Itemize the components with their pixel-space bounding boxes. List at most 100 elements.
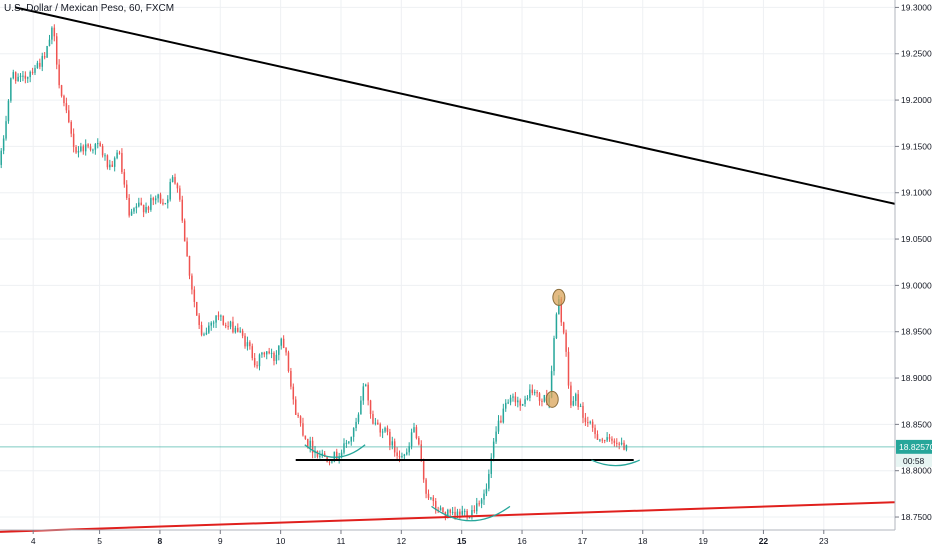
- candle-body: [253, 358, 256, 366]
- price-tick-label: 18.90000: [901, 373, 932, 383]
- candle-body: [377, 422, 379, 425]
- candle-body: [31, 71, 34, 73]
- candle-body: [89, 146, 92, 150]
- candle-body: [584, 417, 587, 423]
- candle-body: [147, 206, 150, 210]
- candle-body: [193, 289, 196, 302]
- candle-body: [430, 497, 432, 499]
- candle-body: [420, 444, 422, 460]
- candle-body: [447, 509, 449, 517]
- candle-body: [495, 431, 497, 442]
- candle-body: [543, 394, 546, 402]
- candle-body: [526, 397, 529, 400]
- candle-body: [302, 423, 304, 436]
- candle-body: [413, 427, 415, 433]
- candle-body: [471, 510, 473, 518]
- candle-body: [53, 27, 56, 37]
- candle-body: [345, 442, 348, 444]
- candle-body: [362, 386, 365, 401]
- candle-body: [68, 110, 70, 123]
- candle-body: [594, 427, 596, 435]
- candle-body: [517, 400, 519, 403]
- candle-body: [116, 152, 118, 159]
- candle-body: [273, 352, 275, 361]
- candle-body: [570, 385, 572, 406]
- candle-body: [48, 39, 51, 46]
- support-trendline[interactable]: [0, 501, 896, 533]
- candle-body: [558, 299, 560, 315]
- candle-body: [348, 441, 350, 443]
- candle-body: [63, 95, 65, 104]
- price-tick-label: 18.95000: [901, 327, 932, 337]
- candle-body: [396, 452, 398, 456]
- candle-body: [432, 497, 435, 501]
- candle-body: [111, 164, 114, 167]
- time-tick-label: 5: [97, 536, 102, 546]
- candle-body: [27, 77, 29, 79]
- time-tick-label: 16: [517, 536, 527, 546]
- candle-body: [29, 71, 31, 78]
- candle-body: [519, 400, 521, 406]
- candle-body: [357, 414, 360, 422]
- highlight-marker[interactable]: [545, 390, 559, 408]
- price-axis[interactable]: 19.30000 19.25000 19.20000 19.15000 19.10000…: [894, 0, 932, 530]
- candle-body: [408, 446, 410, 453]
- candle-body: [398, 455, 401, 458]
- candle-body: [352, 428, 355, 437]
- price-tick-label: 18.75000: [901, 512, 932, 522]
- candle-body: [553, 338, 555, 372]
- candle-body: [72, 133, 75, 147]
- highlight-marker[interactable]: [552, 288, 566, 306]
- candle-body: [336, 451, 338, 460]
- candle-body: [401, 455, 403, 458]
- pattern-arc[interactable]: [431, 505, 511, 522]
- pattern-arc[interactable]: [591, 459, 640, 467]
- candle-body: [364, 384, 367, 387]
- candle-body: [410, 432, 413, 447]
- candle-body: [123, 172, 126, 185]
- candle-body: [319, 455, 321, 457]
- candle-body: [625, 445, 628, 450]
- resistance-trendline[interactable]: [14, 6, 896, 205]
- candle-body: [292, 386, 295, 400]
- candle-body: [360, 400, 362, 415]
- candle-body: [210, 322, 212, 326]
- candle-body: [427, 493, 430, 499]
- price-tick-label: 19.25000: [901, 49, 932, 59]
- candle-body: [39, 62, 41, 67]
- candle-body: [449, 509, 451, 513]
- time-tick-label: 9: [218, 536, 223, 546]
- candle-body: [109, 164, 111, 168]
- candle-body: [176, 183, 179, 189]
- time-tick-label: 10: [276, 536, 286, 546]
- candle-body: [128, 197, 130, 216]
- time-tick-label: 15: [457, 536, 467, 546]
- candle-body: [232, 321, 234, 333]
- candle-body: [611, 438, 613, 441]
- candle-body: [5, 121, 7, 139]
- candle-body: [331, 461, 333, 463]
- candle-body: [478, 503, 480, 505]
- candle-body: [340, 452, 343, 458]
- candle-body: [403, 454, 406, 456]
- candle-body: [290, 371, 292, 387]
- candle-body: [82, 146, 85, 152]
- last-price-badge: [896, 439, 932, 454]
- candle-body: [186, 241, 188, 257]
- candle-body: [601, 439, 604, 441]
- time-axis[interactable]: 4 5 8 9 10 11 12 15 16 17 18 19 22 23: [0, 529, 895, 546]
- candle-body: [130, 211, 133, 216]
- candle-body: [278, 345, 280, 355]
- pattern-arc[interactable]: [304, 444, 366, 458]
- candle-body: [113, 158, 116, 167]
- candle-body: [171, 177, 174, 182]
- candle-body: [492, 441, 495, 458]
- candle-body: [372, 413, 374, 424]
- candle-body: [208, 325, 210, 333]
- candle-body: [84, 144, 87, 152]
- candle-body: [418, 438, 420, 445]
- candle-body: [215, 315, 217, 323]
- candle-body: [125, 184, 128, 198]
